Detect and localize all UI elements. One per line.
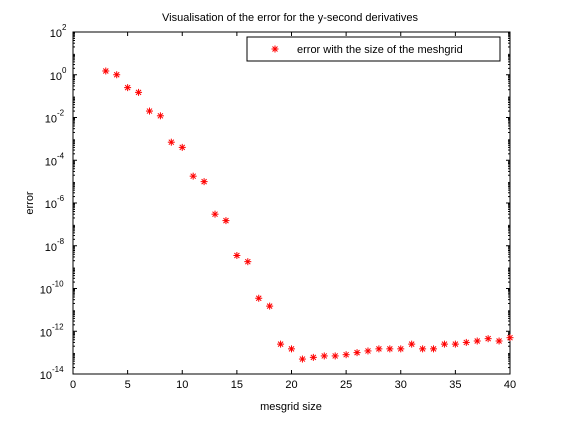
data-point [419,345,427,353]
x-tick-label: 10 [176,379,188,391]
data-point [342,351,350,359]
y-tick-exponent: 0 [62,66,67,75]
y-tick-label: 10-2 [45,109,65,126]
legend-entry: error with the size of the meshgrid [297,44,463,56]
y-tick-label: 10-10 [40,280,64,297]
data-point [484,335,492,343]
legend-marker [271,45,279,53]
data-point [375,345,383,353]
data-point [353,349,361,357]
y-tick-base: 10 [40,327,52,339]
data-point [113,71,121,79]
data-point [255,294,263,302]
y-tick-label: 10-12 [40,322,64,339]
data-point [222,217,230,225]
data-point [430,345,438,353]
y-tick-exponent: -4 [57,151,65,160]
y-tick-label: 10-8 [45,237,65,254]
legend-star-icon [271,45,279,53]
y-tick-label: 100 [50,66,67,83]
x-tick-label: 25 [340,379,352,391]
data-point [277,340,285,348]
x-tick-label: 5 [125,379,131,391]
y-tick-base: 10 [45,156,57,168]
data-point [145,107,153,115]
data-point [233,251,241,259]
data-point [244,258,252,266]
y-tick-label: 10-4 [45,151,65,168]
y-tick-base: 10 [40,370,52,382]
data-point [331,352,339,360]
data-point [495,337,503,345]
plot-area [72,31,511,375]
data-point [364,347,372,355]
data-point [451,340,459,348]
y-tick-exponent: -12 [52,322,64,331]
y-tick-exponent: -2 [57,109,65,118]
data-point [473,337,481,345]
chart-title: Visualisation of the error for the y-sec… [162,12,418,24]
data-points [102,67,514,363]
y-tick-exponent: -10 [52,280,64,289]
data-point [102,67,110,75]
y-tick-base: 10 [50,71,62,83]
y-tick-label: 102 [50,23,67,40]
data-point [408,340,416,348]
data-point [506,334,514,342]
y-axis-label: error [24,191,36,215]
data-point [211,210,219,218]
legend: error with the size of the meshgrid [246,36,501,62]
data-point [167,138,175,146]
data-point [298,355,306,363]
x-axis-ticks: 0 5 10 15 20 25 30 35 40 [70,32,516,391]
y-tick-base: 10 [45,242,57,254]
data-point [386,345,394,353]
data-point [440,340,448,348]
y-tick-exponent: 2 [62,23,67,32]
y-tick-base: 10 [50,28,62,40]
y-tick-base: 10 [45,199,57,211]
y-tick-exponent: -14 [52,365,64,374]
y-tick-label: 10-14 [40,365,64,382]
y-tick-label: 10-6 [45,194,65,211]
data-point [397,345,405,353]
data-point [135,88,143,96]
data-point [200,178,208,186]
data-point [309,353,317,361]
data-point [462,338,470,346]
x-tick-label: 20 [285,379,297,391]
data-point [320,352,328,360]
data-point [178,143,186,151]
x-axis-label: mesgrid size [260,401,322,413]
data-point [189,172,197,180]
y-tick-base: 10 [45,114,57,126]
data-point [124,84,132,92]
data-point [288,345,295,353]
data-point [156,112,164,120]
x-tick-label: 0 [70,379,76,391]
x-tick-label: 30 [395,379,407,391]
x-tick-label: 40 [504,379,516,391]
data-point [266,302,274,310]
x-tick-label: 35 [449,379,461,391]
x-tick-label: 15 [231,379,243,391]
y-tick-exponent: -8 [57,237,65,246]
y-tick-exponent: -6 [57,194,65,203]
legend-box [246,36,501,62]
y-tick-base: 10 [40,285,52,297]
